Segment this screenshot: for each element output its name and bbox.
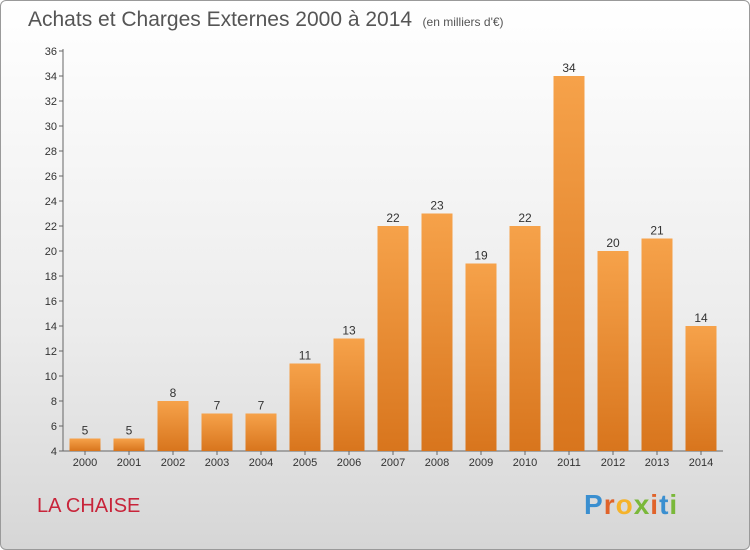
y-tick-label: 20 [45, 246, 57, 258]
data-label-2005: 11 [299, 349, 312, 363]
data-label-2009: 19 [474, 249, 488, 263]
proxiti-logo: Proxiti [584, 489, 678, 521]
y-tick-label: 26 [45, 171, 57, 183]
data-label-2001: 5 [126, 424, 133, 438]
bar-2001 [113, 438, 145, 451]
bar-2012 [597, 251, 629, 451]
bar-2003 [201, 413, 233, 451]
bar-2007 [377, 226, 409, 451]
y-tick-label: 6 [51, 421, 57, 433]
x-tick-label-2002: 2002 [161, 457, 185, 469]
data-label-2008: 23 [430, 199, 444, 213]
logo-letter: t [659, 489, 670, 520]
bar-2010 [509, 226, 541, 451]
logo-letter: r [603, 489, 616, 520]
chart-title: Achats et Charges Externes 2000 à 2014 (… [28, 8, 504, 32]
x-tick-label-2014: 2014 [689, 457, 713, 469]
data-label-2013: 21 [650, 224, 664, 238]
bar-2008 [421, 213, 453, 451]
y-tick-label: 14 [45, 321, 57, 333]
x-tick-label-2003: 2003 [205, 457, 229, 469]
chart-unit: (en milliers d'€) [422, 15, 504, 29]
y-tick-label: 8 [51, 396, 57, 408]
x-tick-label-2000: 2000 [73, 457, 97, 469]
x-tick-label-2013: 2013 [645, 457, 669, 469]
y-tick-label: 12 [45, 346, 57, 358]
bar-2004 [245, 413, 277, 451]
chart-title-text: Achats et Charges Externes 2000 à 2014 [28, 8, 413, 31]
bar-2000 [69, 438, 101, 451]
bars: 5 5 8 7 7 11 13 22 23 19 22 34 20 21 14 [69, 61, 717, 451]
x-tick-label-2010: 2010 [513, 457, 537, 469]
y-tick-label: 32 [45, 96, 57, 108]
data-label-2010: 22 [518, 211, 532, 225]
bar-2011 [553, 76, 585, 451]
logo-letter: i [650, 489, 660, 520]
data-label-2003: 7 [214, 399, 221, 413]
x-tick-label-2011: 2011 [557, 457, 581, 469]
y-tick-label: 16 [45, 296, 57, 308]
y-tick-label: 10 [45, 371, 57, 383]
y-tick-label: 36 [45, 46, 57, 58]
x-tick-label-2009: 2009 [469, 457, 493, 469]
data-label-2000: 5 [82, 424, 89, 438]
y-tick-label: 24 [45, 196, 57, 208]
logo-letter: x [633, 489, 651, 520]
x-tick-label-2007: 2007 [381, 457, 405, 469]
x-tick-label-2012: 2012 [601, 457, 625, 469]
logo-letter: i [669, 489, 679, 520]
bar-2002 [157, 401, 189, 451]
data-label-2002: 8 [170, 386, 177, 400]
logo-letter: o [615, 489, 634, 520]
city-name: LA CHAISE [37, 495, 141, 517]
data-label-2007: 22 [386, 211, 400, 225]
x-tick-label-2005: 2005 [293, 457, 317, 469]
logo-letter: P [584, 489, 604, 520]
bar-2006 [333, 338, 365, 451]
data-label-2004: 7 [258, 399, 265, 413]
bar-2005 [289, 363, 321, 451]
bar-2014 [685, 326, 717, 451]
y-tick-label: 34 [45, 71, 57, 83]
y-tick-label: 28 [45, 146, 57, 158]
data-label-2011: 34 [562, 61, 576, 75]
y-tick-label: 4 [51, 446, 57, 458]
y-tick-label: 18 [45, 271, 57, 283]
x-tick-label-2004: 2004 [249, 457, 273, 469]
bar-2013 [641, 238, 673, 451]
data-label-2006: 13 [342, 324, 356, 338]
y-tick-label: 22 [45, 221, 57, 233]
x-tick-label-2008: 2008 [425, 457, 449, 469]
data-label-2012: 20 [606, 236, 620, 250]
bar-2009 [465, 263, 497, 451]
x-tick-label-2001: 2001 [117, 457, 141, 469]
x-tick-label-2006: 2006 [337, 457, 361, 469]
y-tick-label: 30 [45, 121, 57, 133]
data-label-2014: 14 [694, 311, 708, 325]
